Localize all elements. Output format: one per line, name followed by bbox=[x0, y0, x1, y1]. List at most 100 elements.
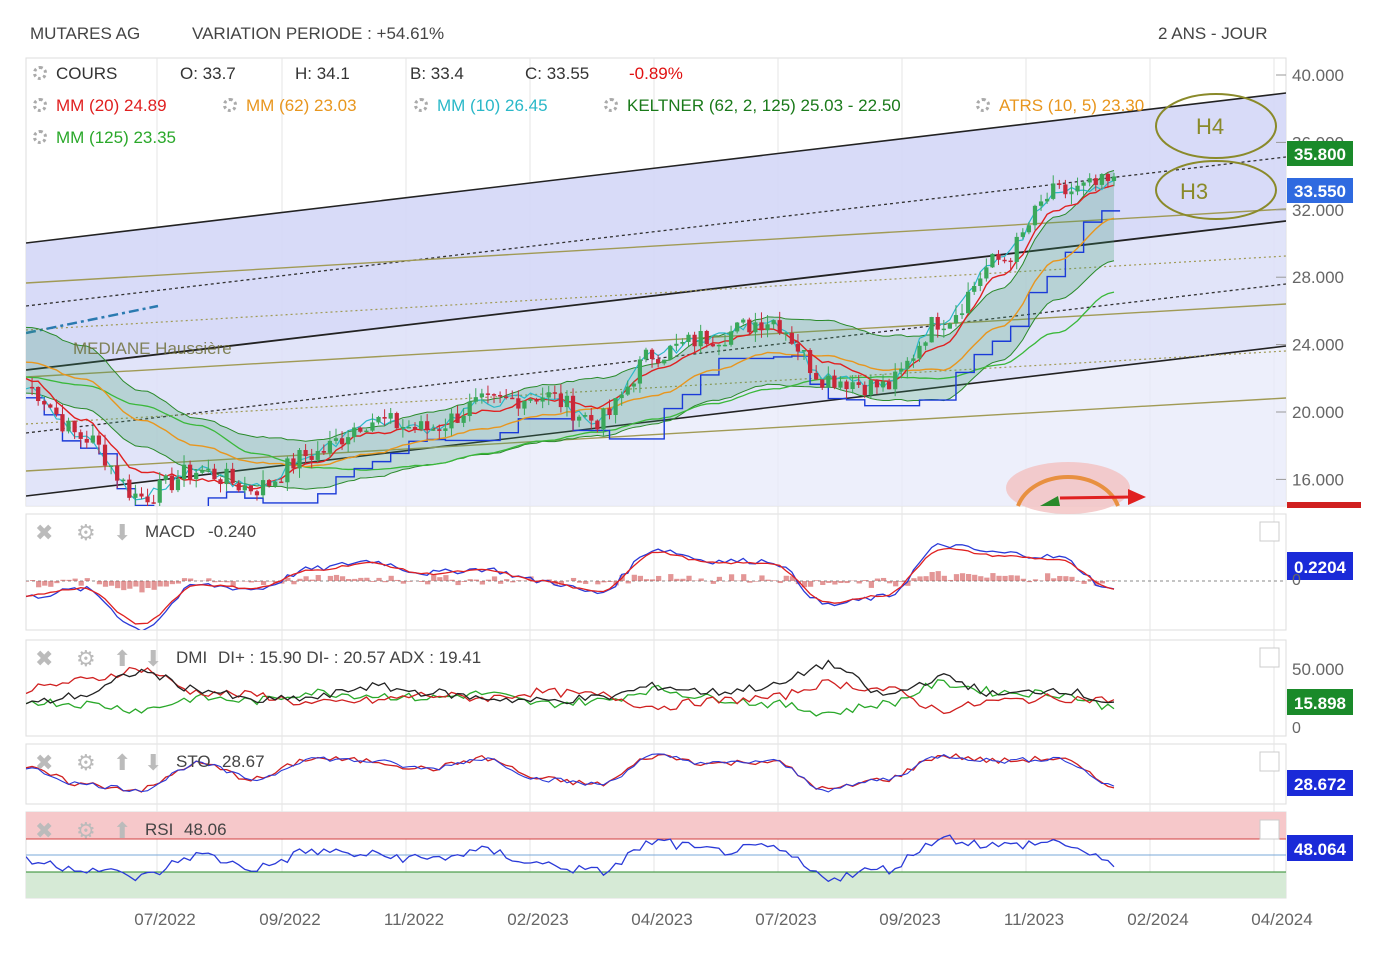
candle bbox=[899, 368, 904, 372]
gear-icon[interactable]: ⚙ bbox=[76, 818, 96, 843]
macd-histogram-bar bbox=[832, 581, 838, 585]
period-selector[interactable]: 2 ANS - JOUR bbox=[1158, 24, 1268, 43]
candle bbox=[461, 415, 466, 423]
macd-histogram-bar bbox=[935, 571, 941, 581]
macd-pane-checkbox[interactable] bbox=[1259, 521, 1280, 542]
candle bbox=[425, 421, 430, 430]
macd-histogram-bar bbox=[315, 575, 321, 581]
macd-histogram-bar bbox=[388, 575, 394, 581]
macd-histogram-bar bbox=[48, 581, 54, 587]
legend-keltner[interactable]: KELTNER (62, 2, 125) 25.03 - 22.50 bbox=[604, 96, 901, 116]
macd-histogram-bar bbox=[291, 581, 297, 585]
candle bbox=[1063, 184, 1068, 195]
macd-histogram-bar bbox=[485, 579, 492, 581]
candle bbox=[741, 319, 746, 323]
close-icon[interactable]: ✖ bbox=[35, 646, 54, 671]
olive-line-2 bbox=[26, 255, 1286, 331]
legend-mm62[interactable]: MM (62) 23.03 bbox=[223, 96, 357, 116]
macd-histogram-bar bbox=[953, 574, 960, 581]
arrow-up-icon[interactable]: ⬆ bbox=[113, 646, 132, 671]
close-icon[interactable]: ✖ bbox=[35, 520, 54, 545]
candle bbox=[309, 456, 314, 460]
macd-histogram-bar bbox=[807, 581, 814, 587]
candle bbox=[473, 397, 478, 402]
arrow-up-icon[interactable]: ⬆ bbox=[113, 818, 132, 843]
legend-cours[interactable]: COURS bbox=[33, 64, 117, 84]
macd-histogram-bar bbox=[376, 577, 382, 581]
legend-low: B: 33.4 bbox=[410, 64, 464, 83]
macd-histogram-bar bbox=[224, 581, 230, 583]
gear-icon[interactable] bbox=[976, 98, 990, 112]
badge-macd: 0.2204 bbox=[1294, 558, 1347, 577]
sto-value: 28.67 bbox=[222, 752, 265, 771]
candle bbox=[984, 267, 989, 279]
candle bbox=[467, 401, 472, 416]
gear-icon[interactable] bbox=[33, 130, 47, 144]
adx-line bbox=[26, 659, 1115, 705]
gear-icon[interactable]: ⚙ bbox=[76, 520, 96, 545]
macd-histogram-bar bbox=[583, 581, 589, 584]
macd-panel bbox=[25, 513, 1287, 631]
candle bbox=[218, 479, 223, 485]
candle bbox=[1093, 178, 1098, 185]
candle bbox=[1038, 201, 1044, 206]
dmi-pane-checkbox[interactable] bbox=[1259, 647, 1280, 668]
macd-signal-line bbox=[26, 547, 1115, 625]
candle bbox=[321, 451, 326, 453]
macd-histogram-bar bbox=[856, 581, 862, 584]
candle bbox=[1051, 183, 1056, 199]
legend-atrs[interactable]: ATRS (10, 5) 23.30 bbox=[976, 96, 1144, 116]
legend-mm20[interactable]: MM (20) 24.89 bbox=[33, 96, 167, 116]
candle bbox=[528, 399, 533, 401]
olive-line-1 bbox=[26, 208, 1286, 284]
candle bbox=[285, 458, 290, 483]
gear-icon[interactable] bbox=[33, 98, 47, 112]
arrow-down-icon[interactable]: ⬇ bbox=[144, 750, 163, 775]
candle bbox=[291, 458, 296, 469]
gear-icon[interactable]: ⚙ bbox=[76, 646, 96, 671]
candle bbox=[607, 408, 612, 416]
candle bbox=[534, 399, 539, 402]
candle bbox=[84, 438, 89, 443]
sto-pane-checkbox[interactable] bbox=[1259, 751, 1280, 772]
rsi-pane-checkbox[interactable] bbox=[1259, 819, 1280, 840]
dmi-label: DMI bbox=[176, 648, 208, 667]
price-tick-label: 20.000 bbox=[1292, 403, 1344, 422]
gear-icon[interactable] bbox=[604, 98, 618, 112]
macd-histogram-bar bbox=[558, 581, 564, 585]
gear-icon[interactable] bbox=[414, 98, 428, 112]
macd-histogram-bar bbox=[929, 572, 935, 581]
candle bbox=[510, 397, 515, 400]
close-icon[interactable]: ✖ bbox=[35, 818, 54, 843]
dmi-tick-top: 50.000 bbox=[1292, 660, 1344, 679]
macd-histogram-bar bbox=[303, 576, 309, 581]
legend-mm10[interactable]: MM (10) 26.45 bbox=[414, 96, 548, 116]
price-tick-label: 40.000 bbox=[1292, 66, 1344, 85]
candle bbox=[394, 413, 399, 429]
macd-histogram-bar bbox=[698, 578, 704, 581]
macd-histogram-bar bbox=[102, 581, 109, 587]
candle bbox=[966, 291, 971, 314]
gear-icon[interactable] bbox=[223, 98, 237, 112]
macd-histogram-bar bbox=[1045, 573, 1051, 581]
macd-histogram-bar bbox=[570, 577, 577, 581]
arrow-down-icon[interactable]: ⬇ bbox=[113, 520, 132, 545]
gear-icon[interactable]: ⚙ bbox=[76, 750, 96, 775]
close-icon[interactable]: ✖ bbox=[35, 750, 54, 775]
gear-icon[interactable] bbox=[33, 66, 47, 80]
candle bbox=[595, 420, 600, 430]
candle bbox=[923, 342, 928, 346]
candle bbox=[856, 382, 861, 385]
macd-histogram-bar bbox=[127, 581, 133, 589]
arrow-up-icon[interactable]: ⬆ bbox=[113, 750, 132, 775]
macd-histogram-bar bbox=[710, 581, 716, 584]
candle bbox=[783, 332, 788, 335]
candle bbox=[540, 397, 545, 402]
candle bbox=[649, 349, 655, 360]
macd-histogram-bar bbox=[747, 581, 753, 583]
macd-histogram-bar bbox=[1093, 581, 1099, 586]
candle bbox=[212, 468, 217, 480]
arrow-down-icon[interactable]: ⬇ bbox=[144, 646, 163, 671]
legend-mm125[interactable]: MM (125) 23.35 bbox=[33, 128, 176, 148]
